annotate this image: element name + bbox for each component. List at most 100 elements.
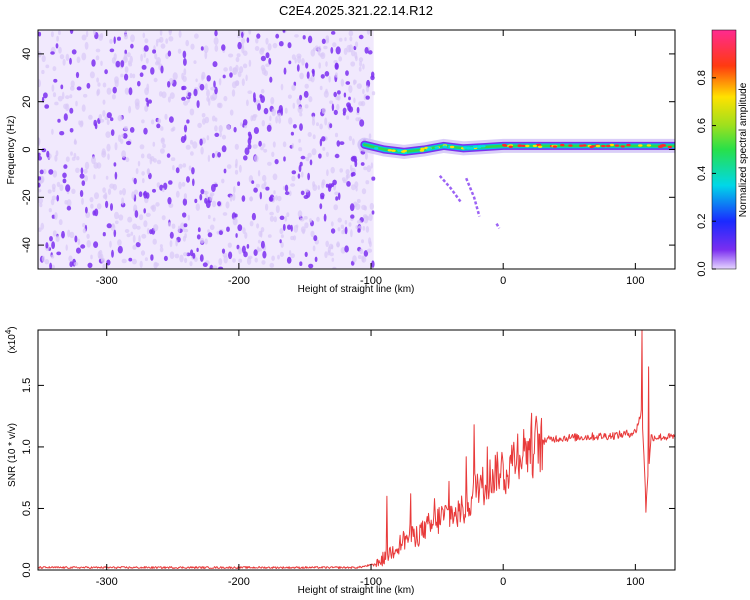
band-peak [560,143,565,147]
noise-speckle [100,253,104,262]
noise-speckle [95,48,101,53]
noise-speckle [345,169,350,175]
noise-speckle [126,233,131,238]
noise-speckle [114,79,119,88]
noise-speckle [81,34,87,41]
noise-speckle [58,30,61,35]
noise-speckle [102,232,106,237]
band-peak [595,144,601,148]
noise-speckle [261,260,266,265]
band-peak [667,145,673,149]
noise-speckle [160,137,165,144]
noise-speckle [257,239,261,244]
noise-speckle [299,161,303,167]
noise-speckle [298,164,302,173]
noise-speckle [217,152,222,158]
noise-speckle [266,124,272,132]
noise-speckle [56,194,59,202]
noise-speckle [239,66,244,74]
band-peak [472,145,478,148]
noise-speckle [291,143,294,149]
noise-speckle [232,217,238,226]
noise-speckle [301,58,305,66]
noise-speckle [247,90,253,94]
noise-speckle [194,198,198,204]
noise-speckle [89,197,94,203]
noise-speckle [163,255,168,262]
noise-speckle [221,178,225,184]
noise-speckle [321,181,325,189]
noise-speckle [280,83,284,91]
noise-speckle [294,34,299,38]
y-tick-label: 1.5 [21,378,33,393]
noise-speckle [340,224,345,229]
x-tick-label: -100 [360,576,382,588]
noise-speckle [128,62,133,67]
noise-speckle [277,112,282,118]
noise-speckle [75,100,78,107]
noise-speckle [117,245,123,254]
noise-speckle [88,114,93,120]
noise-speckle [311,148,317,156]
noise-speckle [336,241,340,248]
noise-speckle [333,91,338,98]
noise-speckle [122,188,126,196]
noise-speckle [303,216,308,220]
noise-speckle [232,258,236,263]
noise-speckle [139,260,143,268]
noise-speckle [60,84,64,90]
noise-speckle [145,212,151,217]
noise-speckle [330,228,336,234]
noise-speckle [124,73,129,81]
noise-speckle [242,227,246,235]
noise-speckle [244,147,250,155]
noise-speckle [180,136,186,143]
noise-speckle [356,83,362,89]
noise-speckle [49,262,52,269]
noise-speckle [77,238,81,246]
noise-speckle [62,178,67,184]
noise-speckle [301,228,306,235]
noise-speckle [368,133,372,140]
noise-speckle [145,97,149,103]
noise-speckle [272,42,278,49]
noise-speckle [121,258,127,264]
noise-speckle [81,197,84,205]
noise-speckle [260,55,266,62]
noise-speckle [104,69,108,75]
noise-speckle [263,107,269,115]
band-peak [397,149,402,152]
noise-speckle [305,188,309,193]
noise-speckle [218,125,223,133]
noise-speckle [251,212,256,221]
noise-speckle [167,81,171,88]
noise-speckle [212,217,216,222]
noise-speckle [214,30,218,37]
noise-speckle [39,202,43,208]
noise-speckle [299,112,303,117]
band-peak [646,144,652,147]
noise-speckle [262,143,266,148]
noise-speckle [160,65,164,74]
noise-speckle [251,180,255,185]
noise-speckle [314,256,318,262]
noise-speckle [183,100,189,106]
noise-speckle [275,116,278,124]
noise-speckle [169,231,174,239]
noise-speckle [247,143,252,150]
noise-speckle [61,230,65,239]
noise-speckle [73,152,77,159]
noise-speckle [238,247,243,255]
noise-speckle [330,166,335,174]
noise-speckle [219,131,222,138]
noise-speckle [105,131,111,139]
noise-speckle [63,164,68,169]
noise-speckle [339,141,345,146]
noise-speckle [43,92,48,99]
noise-speckle [226,164,232,170]
noise-speckle [257,103,261,111]
noise-speckle [57,95,63,102]
noise-speckle [78,120,82,126]
noise-speckle [278,41,284,47]
noise-speckle [106,112,112,119]
